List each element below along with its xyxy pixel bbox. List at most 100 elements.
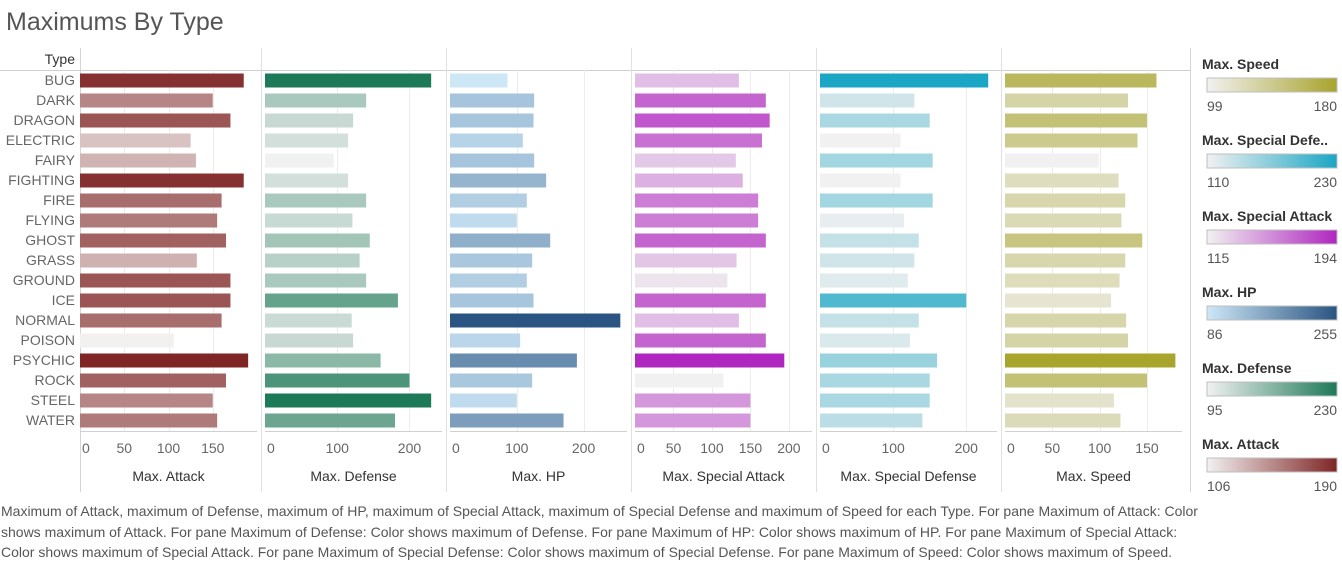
category-label-electric: ELECTRIC [6, 132, 75, 148]
bar [450, 133, 523, 148]
category-label-psychic: PSYCHIC [13, 352, 75, 368]
bar [1005, 353, 1176, 368]
legend-color-ramp [1206, 457, 1338, 473]
bar [820, 313, 919, 328]
bar [1005, 213, 1122, 228]
bar [450, 313, 621, 328]
bar [1005, 293, 1112, 308]
category-label-bug: BUG [45, 72, 75, 88]
bar [1005, 93, 1129, 108]
legend-min-label: 115 [1207, 250, 1230, 266]
bar [450, 353, 577, 368]
category-label-poison: POISON [21, 332, 75, 348]
bar [450, 233, 551, 248]
bar [635, 233, 766, 248]
legend-title: Max. Attack [1202, 436, 1280, 452]
legend-title: Max. Defense [1202, 360, 1292, 376]
bar [820, 253, 915, 268]
bar [635, 373, 724, 388]
bar [1005, 273, 1120, 288]
bar [1005, 333, 1129, 348]
bar [80, 413, 218, 428]
legend-max-label: 255 [1314, 326, 1338, 342]
bar [1005, 113, 1147, 128]
bar [820, 173, 901, 188]
bar [450, 373, 533, 388]
bar [80, 153, 196, 168]
bar [1005, 133, 1138, 148]
bar [80, 293, 231, 308]
bar [1005, 173, 1119, 188]
bar [265, 193, 367, 208]
category-label-fire: FIRE [43, 192, 75, 208]
category-label-steel: STEEL [31, 392, 76, 408]
bar [450, 253, 533, 268]
bar [80, 333, 174, 348]
bar [265, 93, 367, 108]
bar [635, 393, 751, 408]
bar [820, 293, 967, 308]
bar [635, 413, 751, 428]
bar [265, 213, 353, 228]
bar [635, 133, 762, 148]
x-tick-label: 200 [572, 440, 596, 456]
bar [265, 273, 367, 288]
x-tick-label: 100 [700, 440, 724, 456]
bar [635, 93, 766, 108]
bar [265, 293, 398, 308]
bar [265, 153, 334, 168]
legend-color-ramp [1206, 153, 1338, 169]
bar [450, 393, 517, 408]
bar [820, 73, 989, 88]
category-label-fairy: FAIRY [35, 152, 76, 168]
bar [450, 333, 521, 348]
bar [80, 133, 191, 148]
bar [450, 413, 564, 428]
bar [1005, 153, 1099, 168]
chart-title: Maximums By Type [6, 8, 224, 36]
bar [1005, 373, 1147, 388]
category-label-water: WATER [26, 412, 75, 428]
bar [635, 313, 739, 328]
bar [635, 113, 770, 128]
x-tick-label: 0 [822, 440, 830, 456]
x-tick-label: 0 [452, 440, 460, 456]
bar [80, 233, 227, 248]
bar [820, 133, 901, 148]
legend-title: Max. HP [1202, 284, 1256, 300]
bar [820, 273, 908, 288]
bar [450, 193, 527, 208]
legend-max-label: 230 [1314, 174, 1338, 190]
bar [80, 93, 213, 108]
x-axis-title: Max. Defense [310, 468, 397, 484]
bar [80, 353, 249, 368]
bar [635, 73, 739, 88]
bar [80, 273, 231, 288]
bar [265, 413, 396, 428]
bar [820, 393, 930, 408]
bar [80, 253, 197, 268]
bar [820, 93, 915, 108]
bar [1005, 413, 1121, 428]
bar [80, 113, 231, 128]
x-tick-label: 150 [1135, 440, 1159, 456]
chart-canvas: Type BUG DARK DRAGON ELECTRIC FAIRY FIGHTING FI… [0, 48, 1338, 494]
legend-color-ramp [1206, 305, 1338, 321]
bar [1005, 313, 1127, 328]
x-axis-title: Max. HP [512, 468, 566, 484]
x-tick-label: 50 [666, 440, 682, 456]
bar [820, 233, 919, 248]
bar [635, 153, 736, 168]
bar [80, 193, 222, 208]
bar [635, 193, 759, 208]
bar [1005, 393, 1114, 408]
bar [820, 353, 938, 368]
legend-max-label: 230 [1314, 402, 1338, 418]
x-tick-label: 100 [1088, 440, 1112, 456]
legend-min-label: 95 [1207, 402, 1223, 418]
bar [1005, 193, 1126, 208]
legend-title: Max. Special Attack [1202, 208, 1332, 224]
legend-min-label: 86 [1207, 326, 1223, 342]
bar [635, 293, 766, 308]
legend-title: Max. Speed [1202, 56, 1279, 72]
